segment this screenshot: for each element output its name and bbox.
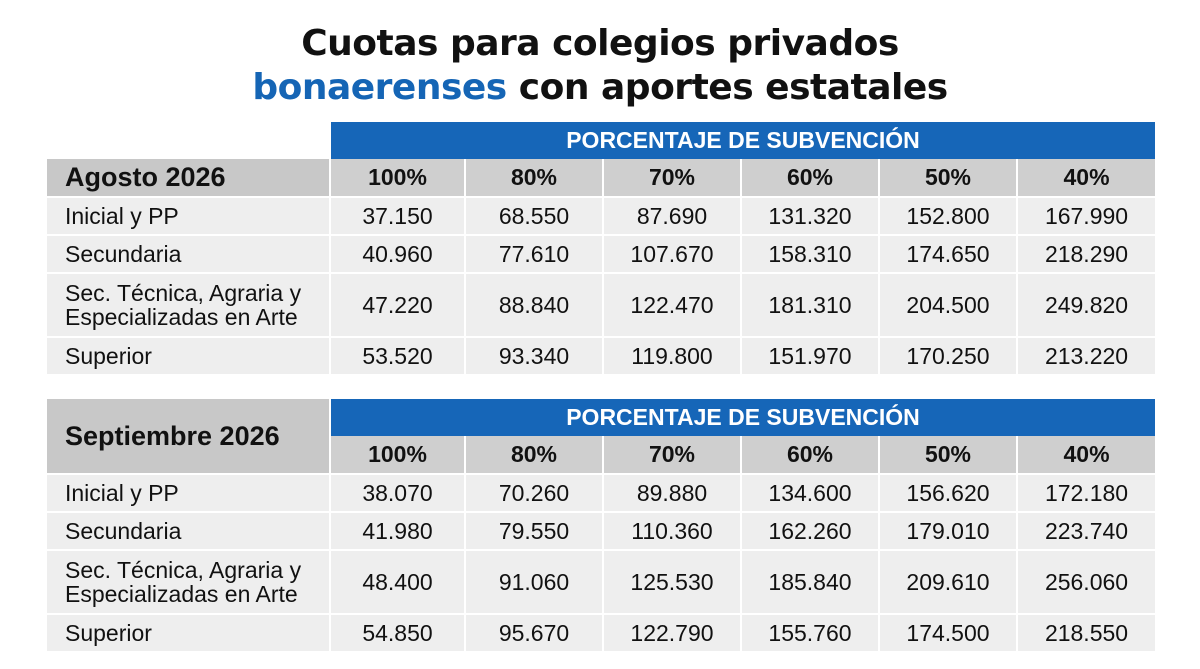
pct-header-60: 60% (740, 436, 879, 475)
title-line-1: Cuotas para colegios privados (301, 23, 899, 64)
fee-cell: 79.550 (464, 512, 603, 551)
fee-cell: 134.600 (740, 474, 879, 513)
pct-header-50: 50% (878, 159, 1017, 198)
fee-cell: 174.500 (878, 614, 1017, 653)
percentage-header-row: Agosto 2026 100% 80% 70% 60% 50% 40% (47, 159, 1156, 198)
fee-cell: 181.310 (740, 273, 879, 338)
fee-cell: 218.550 (1015, 614, 1156, 653)
fee-cell: 122.790 (602, 614, 741, 653)
row-label: Secundaria (47, 235, 330, 274)
fee-cell: 47.220 (329, 273, 465, 338)
fee-cell: 40.960 (329, 235, 465, 274)
period-label: Septiembre 2026 (47, 399, 330, 475)
row-label: Sec. Técnica, Agraria y Especializadas e… (47, 273, 330, 338)
table-row: Secundaria 40.960 77.610 107.670 158.310… (47, 235, 1156, 274)
fee-cell: 218.290 (1015, 235, 1156, 274)
row-label: Superior (47, 614, 330, 653)
fee-cell: 155.760 (740, 614, 879, 653)
corner-blank (47, 122, 330, 159)
percentage-header-row: 100% 80% 70% 60% 50% 40% (47, 436, 1156, 475)
row-label-line-1: Sec. Técnica, Agraria y (65, 557, 302, 583)
title-line-2-rest: con aportes estatales (518, 67, 948, 108)
table-row: Superior 54.850 95.670 122.790 155.760 1… (47, 614, 1156, 653)
fee-cell: 110.360 (602, 512, 741, 551)
fee-cell: 204.500 (878, 273, 1017, 338)
subsidy-band-row: Septiembre 2026 PORCENTAJE DE SUBVENCIÓN (47, 399, 1156, 475)
fee-cell: 249.820 (1015, 273, 1156, 338)
fee-cell: 77.610 (464, 235, 603, 274)
fee-cell: 223.740 (1015, 512, 1156, 551)
period-label: Agosto 2026 (47, 159, 330, 198)
fee-table: PORCENTAJE DE SUBVENCIÓN Agosto 2026 100… (47, 122, 1156, 376)
fee-cell: 119.800 (602, 337, 741, 376)
fee-cell: 91.060 (464, 550, 603, 615)
row-label-line-2: Especializadas en Arte (65, 304, 298, 330)
fee-cell: 131.320 (740, 197, 879, 236)
fee-cell: 93.340 (464, 337, 603, 376)
row-label: Secundaria (47, 512, 330, 551)
table-row: Secundaria 41.980 79.550 110.360 162.260… (47, 512, 1156, 551)
fee-cell: 185.840 (740, 550, 879, 615)
fee-cell: 151.970 (740, 337, 879, 376)
table-row: Inicial y PP 37.150 68.550 87.690 131.32… (47, 197, 1156, 236)
fee-cell: 70.260 (464, 474, 603, 513)
fee-cell: 107.670 (602, 235, 741, 274)
fee-cell: 125.530 (602, 550, 741, 615)
row-label: Sec. Técnica, Agraria y Especializadas e… (47, 550, 330, 615)
fee-cell: 37.150 (329, 197, 465, 236)
pct-header-100: 100% (329, 436, 465, 475)
fee-cell: 38.070 (329, 474, 465, 513)
fee-cell: 156.620 (878, 474, 1017, 513)
fee-table: Septiembre 2026 PORCENTAJE DE SUBVENCIÓN… (47, 399, 1156, 653)
fee-cell: 158.310 (740, 235, 879, 274)
fee-cell: 87.690 (602, 197, 741, 236)
pct-header-80: 80% (464, 159, 603, 198)
row-label-line-2: Especializadas en Arte (65, 581, 298, 607)
fee-cell: 88.840 (464, 273, 603, 338)
fee-table-august: PORCENTAJE DE SUBVENCIÓN Agosto 2026 100… (47, 122, 1156, 376)
fee-cell: 89.880 (602, 474, 741, 513)
fee-cell: 48.400 (329, 550, 465, 615)
row-label: Superior (47, 337, 330, 376)
pct-header-40: 40% (1015, 159, 1156, 198)
pct-header-80: 80% (464, 436, 603, 475)
fee-cell: 213.220 (1015, 337, 1156, 376)
row-label: Inicial y PP (47, 474, 330, 513)
pct-header-70: 70% (602, 159, 741, 198)
row-label: Inicial y PP (47, 197, 330, 236)
pct-header-70: 70% (602, 436, 741, 475)
fee-cell: 53.520 (329, 337, 465, 376)
fee-cell: 41.980 (329, 512, 465, 551)
pct-header-60: 60% (740, 159, 879, 198)
fee-cell: 162.260 (740, 512, 879, 551)
subsidy-band-header: PORCENTAJE DE SUBVENCIÓN (328, 122, 1156, 159)
fee-cell: 167.990 (1015, 197, 1156, 236)
fee-cell: 170.250 (878, 337, 1017, 376)
fee-table-september: Septiembre 2026 PORCENTAJE DE SUBVENCIÓN… (47, 399, 1156, 653)
pct-header-40: 40% (1015, 436, 1156, 475)
fee-cell: 95.670 (464, 614, 603, 653)
subsidy-band-row: PORCENTAJE DE SUBVENCIÓN (47, 122, 1156, 159)
fee-cell: 179.010 (878, 512, 1017, 551)
table-row: Sec. Técnica, Agraria y Especializadas e… (47, 273, 1156, 338)
pct-header-100: 100% (329, 159, 465, 198)
subsidy-band-header: PORCENTAJE DE SUBVENCIÓN (328, 399, 1156, 436)
fee-cell: 256.060 (1015, 550, 1156, 615)
fee-cell: 172.180 (1015, 474, 1156, 513)
fee-cell: 68.550 (464, 197, 603, 236)
table-row: Sec. Técnica, Agraria y Especializadas e… (47, 550, 1156, 615)
fee-cell: 209.610 (878, 550, 1017, 615)
pct-header-50: 50% (878, 436, 1017, 475)
fee-cell: 152.800 (878, 197, 1017, 236)
title-highlight: bonaerenses (252, 67, 507, 108)
fee-cell: 122.470 (602, 273, 741, 338)
table-row: Inicial y PP 38.070 70.260 89.880 134.60… (47, 474, 1156, 513)
page-title: Cuotas para colegios privados bonaerense… (0, 22, 1200, 110)
table-row: Superior 53.520 93.340 119.800 151.970 1… (47, 337, 1156, 376)
fee-cell: 174.650 (878, 235, 1017, 274)
fee-cell: 54.850 (329, 614, 465, 653)
row-label-line-1: Sec. Técnica, Agraria y (65, 280, 302, 306)
